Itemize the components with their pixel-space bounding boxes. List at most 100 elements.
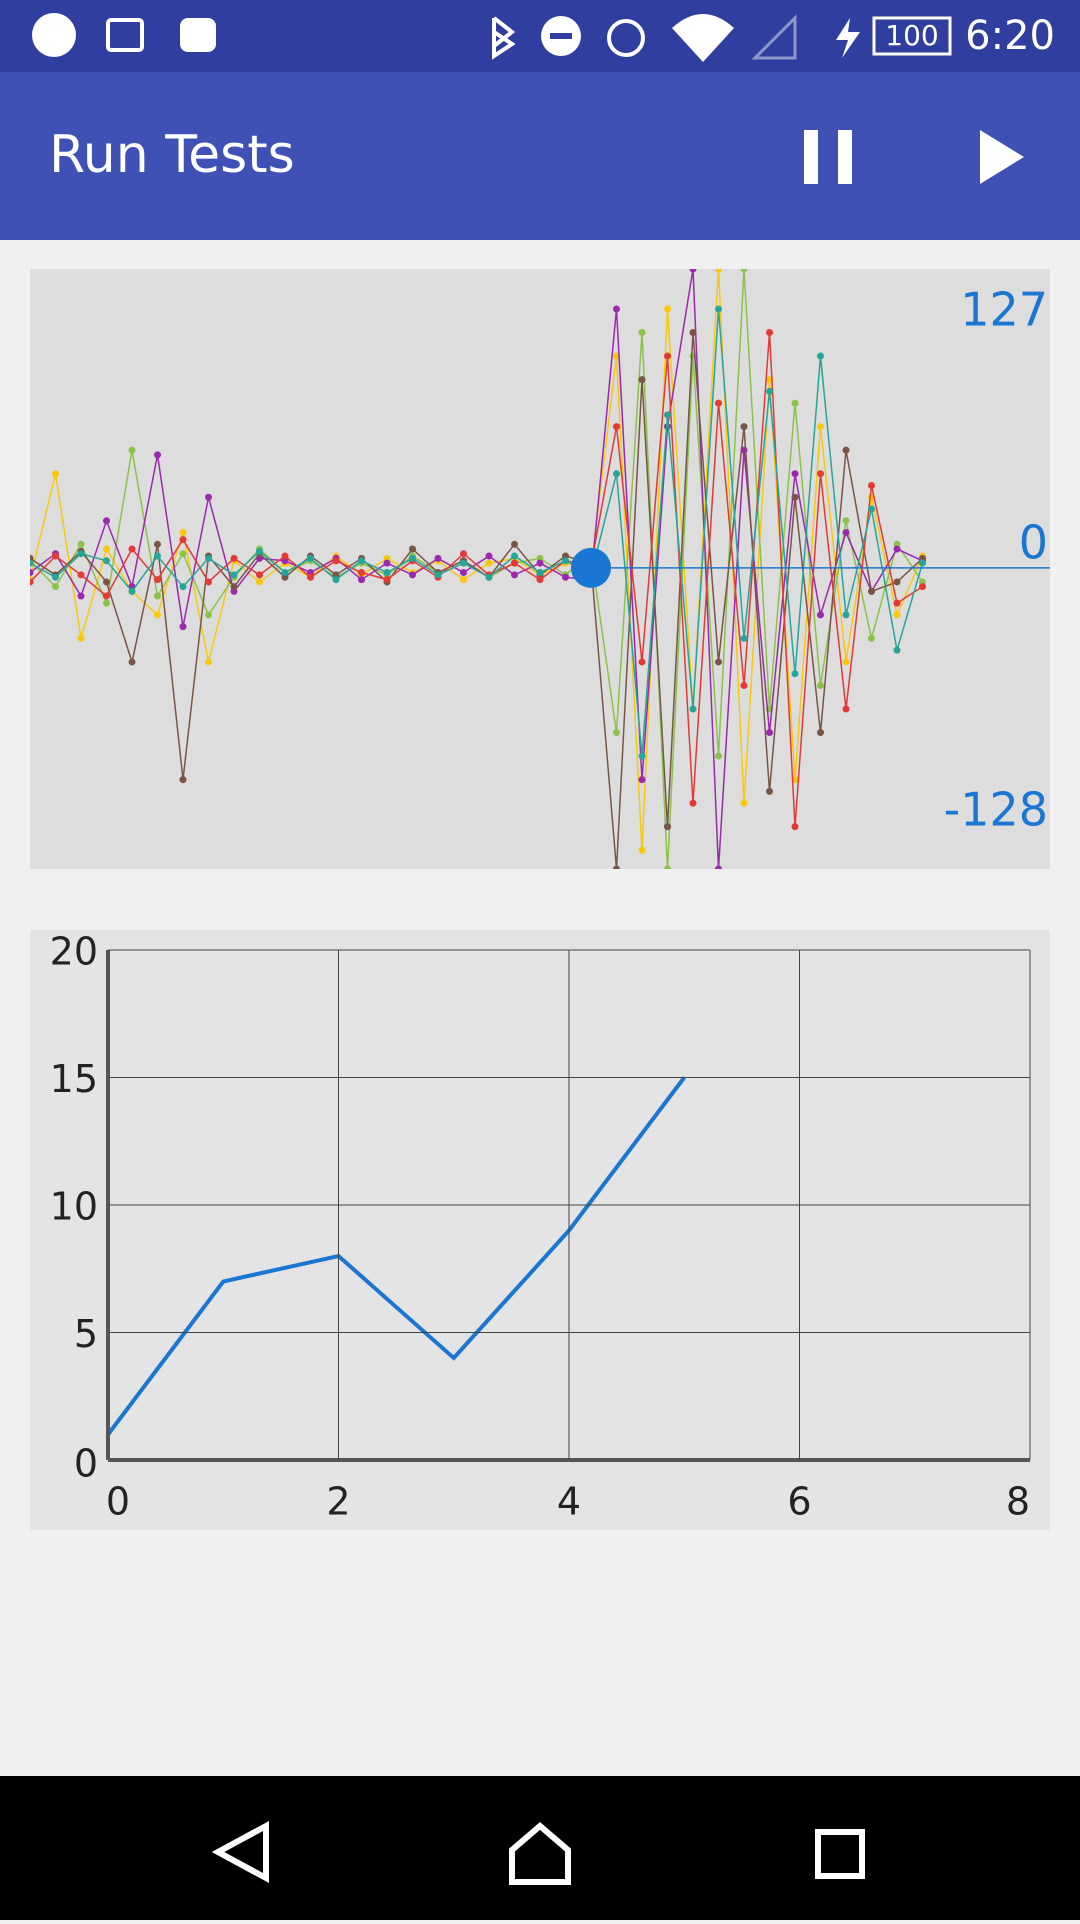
data-point bbox=[638, 376, 646, 384]
data-point bbox=[740, 681, 748, 689]
y-tick-label: 5 bbox=[74, 1312, 98, 1356]
data-point bbox=[307, 573, 314, 581]
bluetooth-icon bbox=[492, 16, 516, 60]
data-point bbox=[358, 569, 365, 577]
data-point bbox=[383, 559, 391, 567]
data-point bbox=[460, 576, 467, 584]
home-button[interactable] bbox=[509, 1822, 571, 1885]
data-point bbox=[791, 823, 799, 831]
data-point bbox=[30, 569, 34, 577]
data-point bbox=[613, 470, 620, 478]
x-tick-label: 0 bbox=[106, 1480, 130, 1524]
y-tick-label: 15 bbox=[50, 1057, 98, 1101]
data-point bbox=[536, 576, 544, 584]
pause-bar bbox=[838, 130, 852, 184]
data-point bbox=[638, 329, 646, 337]
data-point bbox=[205, 578, 212, 586]
line-chart: 0 5 10 15 20 0 2 4 6 8 bbox=[50, 930, 1031, 1524]
series-line bbox=[30, 308, 924, 757]
data-point bbox=[77, 634, 85, 642]
data-point bbox=[154, 552, 161, 560]
data-point bbox=[613, 423, 620, 431]
x-tick-label: 6 bbox=[787, 1480, 811, 1524]
data-point bbox=[893, 611, 901, 619]
nav-bar bbox=[0, 1776, 1080, 1920]
pause-button[interactable] bbox=[804, 130, 852, 184]
data-point bbox=[562, 557, 569, 565]
data-point bbox=[179, 583, 187, 591]
data-point bbox=[460, 550, 467, 558]
data-point bbox=[689, 799, 697, 807]
data-point bbox=[179, 536, 187, 544]
data-point bbox=[409, 571, 416, 579]
data-point bbox=[842, 658, 850, 666]
battery-icon bbox=[872, 16, 952, 56]
data-point bbox=[893, 646, 901, 654]
data-point bbox=[842, 529, 850, 537]
data-point bbox=[77, 550, 85, 558]
data-point bbox=[154, 576, 161, 584]
data-point bbox=[868, 634, 875, 642]
alarm-icon bbox=[607, 19, 645, 57]
y-tick-label: -128 bbox=[944, 783, 1048, 837]
data-point bbox=[740, 799, 748, 807]
data-point bbox=[511, 559, 518, 567]
data-point bbox=[281, 552, 289, 560]
data-point bbox=[613, 729, 620, 737]
recents-button[interactable] bbox=[815, 1829, 865, 1879]
data-point bbox=[817, 729, 824, 737]
data-point bbox=[766, 329, 773, 337]
data-point bbox=[460, 569, 467, 577]
data-point bbox=[179, 550, 187, 558]
data-point bbox=[817, 352, 824, 360]
data-point bbox=[179, 776, 187, 784]
data-point bbox=[128, 658, 136, 666]
data-point bbox=[868, 481, 875, 489]
back-button[interactable] bbox=[211, 1820, 269, 1884]
data-point bbox=[868, 505, 875, 513]
data-point bbox=[613, 305, 620, 313]
data-point bbox=[511, 552, 518, 560]
data-point bbox=[485, 552, 493, 560]
android-icon bbox=[180, 18, 216, 52]
data-point bbox=[103, 592, 110, 600]
play-button[interactable] bbox=[980, 130, 1024, 184]
y-tick-label: 0 bbox=[1019, 515, 1048, 569]
data-point bbox=[893, 545, 901, 553]
data-point bbox=[103, 517, 110, 525]
x-tick-label: 4 bbox=[557, 1480, 581, 1524]
data-point bbox=[842, 446, 850, 454]
data-point bbox=[817, 611, 824, 619]
data-point bbox=[715, 658, 722, 666]
cursor bbox=[571, 547, 611, 588]
data-point bbox=[256, 571, 263, 579]
data-point bbox=[638, 846, 646, 854]
x-tick-label: 8 bbox=[1006, 1480, 1030, 1524]
data-point bbox=[103, 599, 110, 607]
data-point bbox=[179, 529, 187, 537]
app-title: Run Tests bbox=[49, 125, 295, 185]
data-point bbox=[511, 571, 518, 579]
data-point bbox=[715, 399, 722, 407]
data-point bbox=[817, 470, 824, 478]
data-point bbox=[230, 554, 238, 562]
data-point bbox=[817, 423, 824, 431]
data-point bbox=[485, 559, 493, 567]
clock: 6:20 bbox=[965, 13, 1055, 59]
data-point bbox=[230, 583, 238, 591]
data-point bbox=[154, 611, 161, 619]
data-point bbox=[817, 681, 824, 689]
data-point bbox=[638, 752, 646, 760]
data-point bbox=[791, 470, 799, 478]
data-point bbox=[715, 305, 722, 313]
data-point bbox=[332, 557, 340, 565]
data-point bbox=[868, 587, 875, 595]
data-point bbox=[791, 399, 799, 407]
data-point bbox=[766, 387, 773, 395]
data-point bbox=[689, 705, 697, 713]
data-point bbox=[842, 705, 850, 713]
data-point bbox=[52, 470, 59, 478]
data-point bbox=[205, 611, 212, 619]
data-point bbox=[128, 446, 136, 454]
